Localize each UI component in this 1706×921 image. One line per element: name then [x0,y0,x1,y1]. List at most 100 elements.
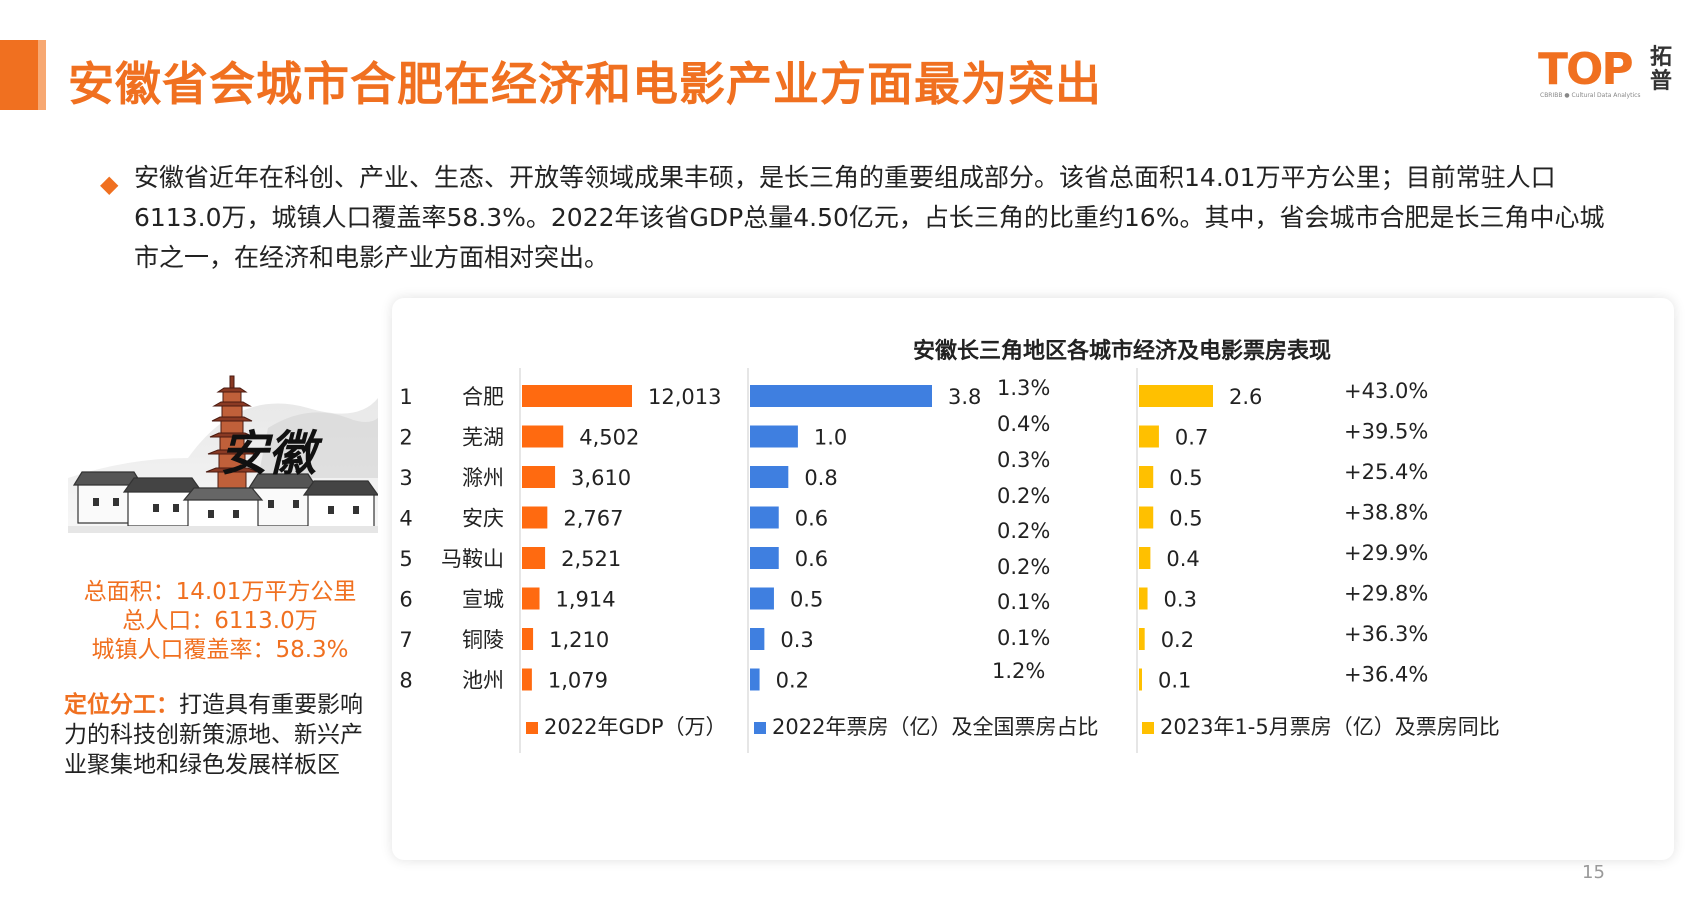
box2023-bar [1139,385,1213,407]
gdp-bar [522,385,632,407]
stat-population: 总人口：6113.0万 [122,608,318,634]
box2022-bar [750,628,765,650]
box2022-value-label: 0.3 [780,628,813,652]
box2022-value-label: 0.5 [790,588,823,612]
province-stats: 总面积：14.01万平方公里 总人口：6113.0万 城镇人口覆盖率：58.3% [60,578,380,665]
logo-cn: 拓普 [1650,45,1673,94]
box2022-share-label: 0.2% [997,519,1050,543]
gdp-value-label: 1,079 [548,669,608,693]
box2023-value-label: 0.4 [1166,547,1199,571]
page-number: 15 [1582,862,1605,883]
city-label: 铜陵 [462,628,504,652]
box2022-bar [750,425,798,448]
city-label: 合肥 [462,385,504,409]
box2022-share-label: 0.1% [997,626,1050,650]
box2023-yoy-label: +25.4% [1344,460,1428,484]
box2023-value-label: 2.6 [1229,385,1262,409]
box2023-value-label: 0.7 [1175,426,1208,450]
box2023-bar [1139,628,1145,650]
rank-label: 1 [399,385,412,409]
box2023-bar [1139,506,1154,529]
box2023-yoy-label: +29.8% [1344,582,1428,606]
legend-box2023-swatch [1142,722,1154,734]
box2022-bar [750,547,779,569]
legend-gdp-swatch [526,722,538,734]
chart-card: 安徽长三角地区各城市经济及电影票房表现 1 合肥 2 芜湖 3 滁州 4 安庆 5 马鞍山 6 宣城 7… [392,298,1674,860]
gdp-bar [522,628,534,650]
gdp-value-label: 1,210 [549,628,609,652]
box2023-value-label: 0.3 [1164,588,1197,612]
box2023-yoy-label: +39.5% [1344,420,1428,444]
gdp-bar [522,506,548,529]
stat-urbanization: 城镇人口覆盖率：58.3% [91,637,349,663]
box2023-yoy-label: +36.3% [1344,622,1428,646]
gdp-value-label: 12,013 [648,385,721,409]
legend-box2023-label: 2023年1-5月票房（亿）及票房同比 [1160,715,1500,739]
box2022-value-label: 0.6 [795,507,828,531]
role-description: 定位分工：打造具有重要影响力的科技创新策源地、新兴产业聚集地和绿色发展样板区 [64,690,364,780]
box2022-bar [750,385,932,407]
city-label: 池州 [462,669,504,693]
city-label: 安庆 [462,507,504,531]
box2022-share-label: 1.2% [992,659,1045,683]
box2022-value-label: 0.6 [795,547,828,571]
diamond-bullet-icon: ◆ [100,170,119,198]
anhui-landscape-illustration: 安徽 [68,375,378,533]
role-text: 打造具有重要影响力的科技创新策源地、新兴产业聚集地和绿色发展样板区 [64,692,363,778]
box2023-yoy-label: +29.9% [1344,541,1428,565]
box2022-share-label: 1.3% [997,376,1050,400]
box2022-share-label: 0.2% [997,484,1050,508]
gdp-bar [522,668,532,691]
gdp-bar [522,587,540,610]
box2023-yoy-label: +38.8% [1344,501,1428,525]
page-title: 安徽省会城市合肥在经济和电影产业方面最为突出 [68,57,1102,111]
rank-label: 3 [399,466,412,490]
box2023-yoy-label: +36.4% [1344,663,1428,687]
box2023-value-label: 0.2 [1161,628,1194,652]
chart-title: 安徽长三角地区各城市经济及电影票房表现 [913,338,1331,364]
box2022-bar [750,668,760,691]
box2022-share-label: 0.4% [997,412,1050,436]
legend-gdp-label: 2022年GDP（万） [544,715,727,739]
box2022-bar [750,466,789,488]
title-accent-bar-light [38,40,46,110]
box2022-share-label: 0.3% [997,448,1050,472]
box2023-value-label: 0.5 [1169,466,1202,490]
city-label: 马鞍山 [441,547,504,571]
intro-paragraph: ◆ 安徽省近年在科创、产业、生态、开放等领域成果丰硕，是长三角的重要组成部分。该… [100,158,1620,278]
gdp-value-label: 3,610 [571,466,631,490]
rank-label: 6 [399,588,412,612]
box2023-bar [1139,466,1154,488]
box2023-yoy-label: +43.0% [1344,379,1428,403]
rank-label: 8 [399,669,412,693]
intro-text: 安徽省近年在科创、产业、生态、开放等领域成果丰硕，是长三角的重要组成部分。该省总… [134,163,1605,272]
title-accent-bar [0,40,38,110]
gdp-bar [522,466,556,488]
gdp-value-label: 4,502 [579,426,639,450]
box2023-bar [1139,547,1151,569]
box2023-bar [1139,668,1142,691]
legend-box2022-swatch [754,722,766,734]
box2023-bar [1139,587,1148,610]
logo-subtitle: CBRIBB ● Cultural Data Analytics [1540,92,1641,99]
box2022-value-label: 0.8 [804,466,837,490]
gdp-value-label: 2,767 [563,507,623,531]
stat-area: 总面积：14.01万平方公里 [83,579,357,605]
role-label: 定位分工： [64,692,179,718]
gdp-value-label: 2,521 [561,547,621,571]
gdp-bar [522,547,546,569]
top-logo: TOP 拓普 CBRIBB ● Cultural Data Analytics [1538,44,1688,104]
box2023-bar [1139,425,1159,448]
box2023-value-label: 0.1 [1158,669,1191,693]
logo-text: TOP [1538,44,1634,95]
gdp-bar [522,425,564,448]
rank-label: 2 [399,426,412,450]
city-label: 滁州 [462,466,504,490]
box2022-value-label: 1.0 [814,426,847,450]
city-performance-chart: 安徽长三角地区各城市经济及电影票房表现 1 合肥 2 芜湖 3 滁州 4 安庆 5 马鞍山 6 宣城 7… [399,338,1500,753]
city-label: 宣城 [462,588,504,612]
gdp-value-label: 1,914 [556,588,616,612]
rank-label: 4 [399,507,412,531]
city-label: 芜湖 [462,426,504,450]
box2022-bar [750,587,774,610]
